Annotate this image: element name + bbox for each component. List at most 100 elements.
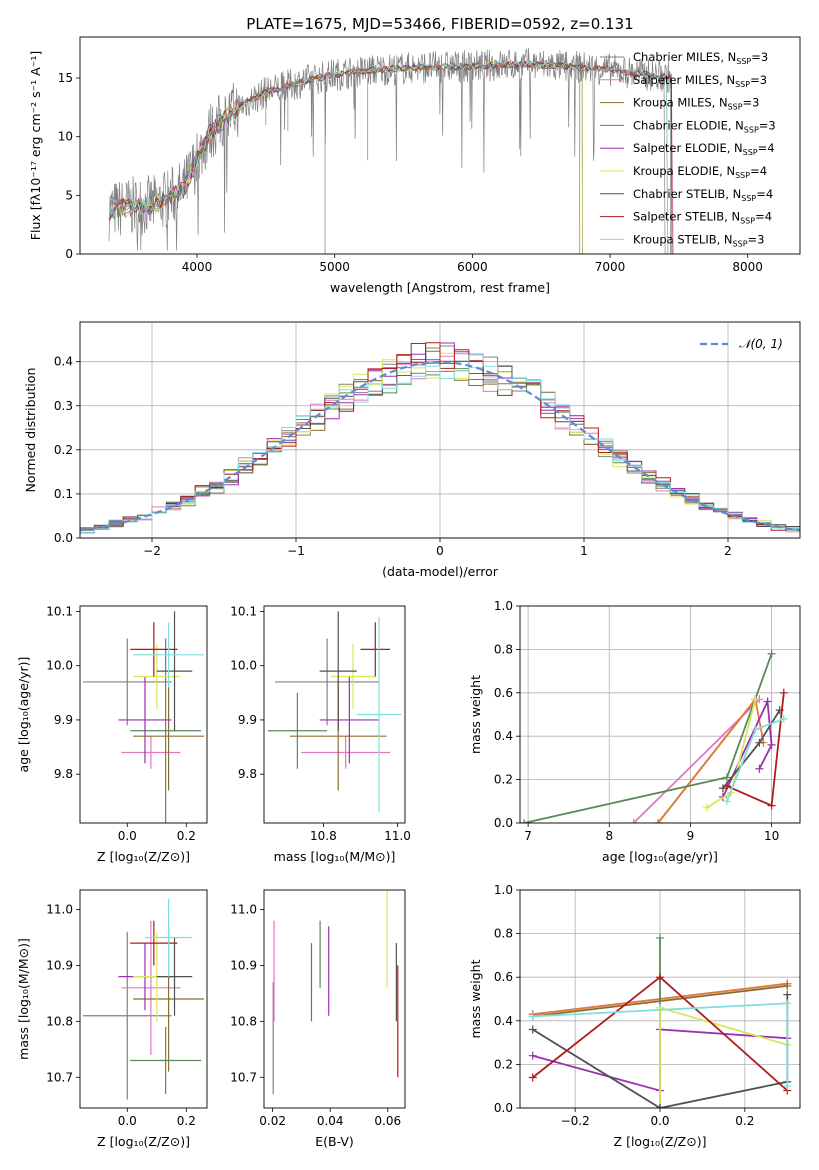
- y-tick-label: 1.0: [494, 883, 513, 897]
- axes-frame: [79, 605, 208, 824]
- y-axis-label: Normed distribution: [23, 368, 38, 493]
- plot-area: [528, 933, 792, 1108]
- legend-label-value: =3: [751, 50, 768, 64]
- x-axis-label: E(B-V): [315, 1134, 354, 1149]
- x-tick-label: 7000: [595, 260, 626, 274]
- axes-frame: [519, 889, 801, 1109]
- x-tick-label: 6000: [457, 260, 488, 274]
- y-tick-label: 0.6: [494, 970, 513, 984]
- legend-label: Chabrier STELIB, NSSP=4: [633, 187, 773, 203]
- point-marker: [783, 999, 792, 1008]
- y-tick-label: 9.8: [238, 767, 257, 781]
- plot-area: [80, 342, 800, 534]
- y-tick-label: 0.6: [494, 686, 513, 700]
- point-marker: [767, 801, 776, 810]
- y-tick-label: 0.4: [494, 729, 513, 743]
- x-tick-label: 5000: [319, 260, 350, 274]
- y-tick-label: 11.0: [230, 903, 257, 917]
- y-tick-label: 10: [58, 130, 73, 144]
- point-marker: [722, 773, 731, 782]
- model-line: [108, 61, 583, 254]
- data-point: [82, 638, 172, 726]
- plot-area: [267, 611, 402, 813]
- x-tick-label: 10.8: [310, 829, 337, 843]
- legend-label-base: Chabrier STELIB, N: [633, 187, 741, 201]
- x-axis-label: Z [log₁₀(Z/Z⊙)]: [614, 1134, 707, 1149]
- legend-label-base: Salpeter STELIB, N: [633, 210, 740, 224]
- legend-label-base: Chabrier ELODIE, N: [633, 118, 744, 132]
- legend-label-value: =3: [759, 118, 776, 132]
- y-tick-label: 9.8: [54, 767, 73, 781]
- y-axis-label: mass [log₁₀(M/M⊙)]: [16, 938, 31, 1060]
- x-axis-label: Z [log₁₀(Z/Z⊙)]: [97, 849, 190, 864]
- point-marker: [520, 819, 529, 823]
- data-point: [156, 611, 193, 731]
- legend-label: Salpeter MILES, NSSP=3: [633, 73, 767, 89]
- axes-frame: [79, 889, 208, 1109]
- x-tick-label: 7: [524, 829, 532, 843]
- y-tick-label: 0.0: [494, 816, 513, 830]
- x-tick-label: 0.2: [735, 1114, 754, 1128]
- series-line: [722, 698, 773, 798]
- mass-weight-vs-age-panel: 7 8 9 10 0.0 0.2 0.4 0.6 0.8 1.0 age [log₁₀(age/yr…: [468, 599, 801, 864]
- x-tick-label: 11.0: [384, 829, 411, 843]
- point-marker: [755, 738, 764, 747]
- y-tick-label: 10.9: [46, 958, 73, 972]
- series-line: [659, 1006, 788, 1108]
- y-tick-label: 0.2: [494, 1057, 513, 1071]
- data-point: [360, 622, 391, 677]
- legend-label-sub: SSP: [735, 80, 750, 89]
- model-line: [108, 59, 669, 254]
- legend-label-value: =4: [758, 141, 775, 155]
- point-marker: [528, 1073, 537, 1082]
- point-marker: [722, 782, 731, 791]
- point-marker: [751, 725, 760, 734]
- axes-frame: [263, 605, 406, 824]
- plot-area: [272, 890, 399, 1095]
- legend-label-base: Salpeter MILES, N: [633, 73, 735, 87]
- y-tick-label: 10.0: [46, 659, 73, 673]
- axes-frame: [79, 36, 801, 255]
- gaussian-curve: [80, 360, 800, 532]
- y-tick-label: 10.7: [230, 1070, 257, 1084]
- observed-spectrum-line: [108, 47, 673, 251]
- model-line: [108, 60, 674, 254]
- y-tick-label: 0.4: [54, 355, 73, 369]
- y-tick-label: 0.1: [54, 487, 73, 501]
- x-tick-label: 0.04: [317, 1114, 344, 1128]
- point-marker: [528, 1051, 537, 1060]
- y-tick-label: 10.8: [46, 1014, 73, 1028]
- data-point: [130, 920, 178, 966]
- y-tick-label: 9.9: [238, 713, 257, 727]
- legend-label: Kroupa ELODIE, NSSP=4: [633, 164, 767, 180]
- mass-vs-EBV-panel: 0.02 0.04 0.06 10.7 10.8 10.9 11.0 E(B-V): [230, 889, 406, 1149]
- point-marker: [722, 797, 731, 806]
- data-point: [130, 1026, 202, 1095]
- point-marker: [763, 697, 772, 706]
- y-tick-label: 1.0: [494, 599, 513, 613]
- y-tick-label: 10.9: [230, 958, 257, 972]
- x-tick-label: 9: [687, 829, 695, 843]
- legend-label-base: Chabrier MILES, N: [633, 50, 736, 64]
- x-tick-label: 4000: [182, 260, 213, 274]
- y-tick-label: 5: [65, 188, 73, 202]
- series-line: [523, 653, 773, 823]
- point-marker: [656, 933, 664, 942]
- y-tick-label: 0.2: [494, 773, 513, 787]
- histogram-panel: −2 −1 0 1 2 0.0 0.1 0.2 0.3 0.4 (data-model)/error…: [23, 321, 801, 579]
- legend-label-base: Salpeter ELODIE, N: [633, 141, 743, 155]
- point-marker: [653, 819, 662, 823]
- data-point: [82, 931, 172, 1100]
- y-tick-label: 0.2: [54, 443, 73, 457]
- y-axis-label: Flux [fλ10⁻¹⁷ erg cm⁻² s⁻¹ A⁻¹]: [28, 51, 43, 240]
- legend-label-sub: SSP: [744, 125, 759, 134]
- x-tick-label: 8: [605, 829, 613, 843]
- y-tick-label: 0.8: [494, 927, 513, 941]
- data-point: [133, 622, 205, 688]
- figure-title: PLATE=1675, MJD=53466, FIBERID=0592, z=0…: [246, 15, 633, 33]
- plot-area: [520, 649, 788, 823]
- mass-vs-Z-panel: 0.0 0.2 10.7 10.8 10.9 11.0 Z [log₁₀(Z/Z⊙)] mas…: [16, 889, 208, 1149]
- x-axis-label: mass [log₁₀(M/M⊙)]: [274, 849, 396, 864]
- legend-label: Chabrier MILES, NSSP=3: [633, 50, 768, 66]
- data-point: [267, 692, 328, 769]
